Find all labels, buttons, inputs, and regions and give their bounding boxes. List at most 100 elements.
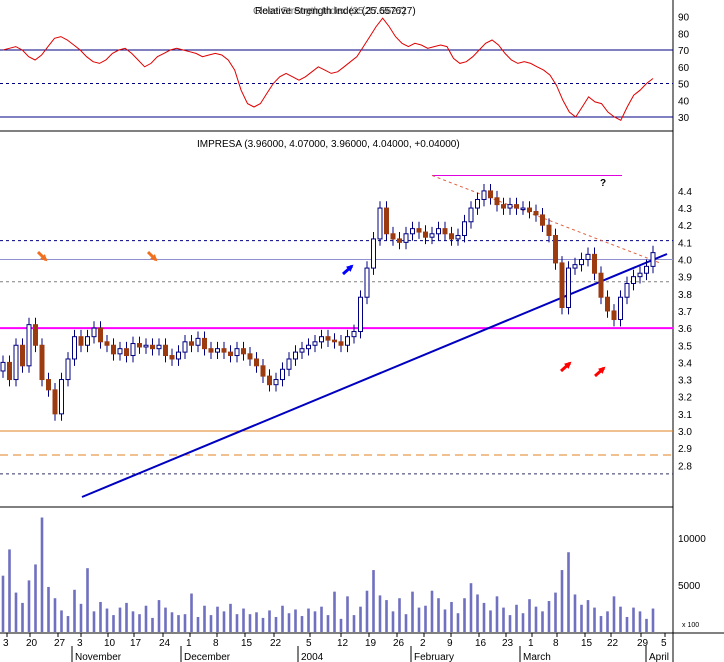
candle-body bbox=[33, 324, 38, 346]
volume-tick-label: 10000 bbox=[678, 534, 706, 545]
rsi-tick-label: 40 bbox=[678, 96, 690, 107]
x-day-label: 15 bbox=[241, 638, 253, 649]
price-tick-label: 3.5 bbox=[678, 341, 692, 352]
volume-bar bbox=[66, 616, 70, 632]
volume-bar bbox=[183, 614, 187, 632]
volume-bar bbox=[99, 601, 102, 632]
candle-body bbox=[481, 190, 487, 200]
candle-body bbox=[117, 348, 123, 355]
volume-bar bbox=[560, 570, 564, 632]
candle-body bbox=[644, 265, 649, 274]
candle-body bbox=[325, 336, 331, 341]
volume-bar bbox=[359, 606, 362, 632]
candle-body bbox=[150, 344, 155, 350]
candle-body bbox=[208, 348, 214, 353]
volume-bar bbox=[450, 601, 453, 632]
volume-bar bbox=[541, 611, 544, 632]
volume-bar bbox=[92, 611, 96, 632]
volume-bar bbox=[580, 604, 583, 632]
volume-bar bbox=[209, 615, 213, 632]
volume-bar bbox=[196, 616, 200, 632]
price-tick-label: 4.1 bbox=[678, 238, 692, 249]
volume-bar bbox=[300, 616, 304, 632]
candle-body bbox=[124, 348, 129, 357]
price-tick-label: 4.3 bbox=[678, 204, 692, 215]
rsi-tick-label: 80 bbox=[678, 29, 690, 40]
x-day-label: 3 bbox=[77, 638, 83, 649]
candle-body bbox=[488, 190, 493, 199]
candle-body bbox=[299, 348, 305, 353]
candle-body bbox=[143, 344, 149, 348]
x-day-label: 15 bbox=[581, 638, 593, 649]
candle-body bbox=[416, 228, 422, 233]
volume-bar bbox=[612, 596, 616, 632]
candle-body bbox=[111, 344, 116, 355]
volume-bar bbox=[216, 606, 219, 632]
volume-bar bbox=[625, 616, 629, 632]
volume-bar bbox=[8, 549, 11, 632]
candle-body bbox=[39, 344, 45, 381]
price-tick-label: 4.4 bbox=[678, 187, 692, 198]
candle-body bbox=[598, 272, 604, 298]
volume-bar bbox=[287, 613, 291, 632]
volume-bar bbox=[60, 610, 63, 632]
price-tick-label: 3.9 bbox=[678, 273, 692, 284]
x-day-label: 5 bbox=[661, 638, 667, 649]
candle-body bbox=[312, 341, 318, 346]
candle-body bbox=[637, 272, 643, 278]
candle-body bbox=[59, 379, 64, 415]
x-month-label: February bbox=[414, 652, 454, 662]
volume-bar bbox=[534, 606, 538, 632]
x-day-label: 17 bbox=[130, 638, 142, 649]
candle-body bbox=[605, 296, 610, 312]
volume-bar bbox=[294, 609, 297, 632]
volume-bar bbox=[346, 596, 349, 632]
candle-body bbox=[566, 267, 571, 309]
price-tick-label: 4.0 bbox=[678, 256, 692, 267]
volume-bar bbox=[151, 617, 154, 632]
candle-body bbox=[234, 348, 240, 357]
volume-bar bbox=[274, 616, 278, 632]
volume-bar bbox=[482, 602, 486, 632]
candle-body bbox=[455, 234, 461, 240]
annotation-arrow-head bbox=[346, 264, 354, 272]
volume-bar bbox=[229, 603, 232, 632]
candle-body bbox=[410, 228, 415, 235]
candle-body bbox=[338, 341, 344, 346]
volume-bar bbox=[326, 615, 330, 632]
volume-unit-label: x 100 bbox=[682, 622, 699, 629]
candle-body bbox=[384, 207, 389, 235]
candle-body bbox=[650, 252, 656, 267]
volume-bar bbox=[638, 611, 642, 632]
volume-bar bbox=[339, 618, 343, 632]
volume-bar bbox=[521, 613, 525, 632]
volume-bar bbox=[105, 608, 109, 632]
candle-body bbox=[527, 207, 532, 212]
x-day-label: 26 bbox=[393, 638, 405, 649]
volume-bar bbox=[235, 614, 239, 632]
candle-body bbox=[390, 233, 396, 240]
x-day-label: 16 bbox=[475, 638, 487, 649]
candle-body bbox=[475, 198, 480, 209]
volume-bar bbox=[430, 590, 434, 632]
x-day-label: 23 bbox=[502, 638, 514, 649]
annotation-arrow-head bbox=[564, 361, 572, 369]
candle-body bbox=[533, 210, 539, 216]
volume-bar bbox=[47, 586, 50, 632]
volume-bar bbox=[391, 611, 395, 632]
annotation-arrow-head bbox=[150, 254, 158, 262]
volume-bar bbox=[118, 607, 122, 632]
volume-bar bbox=[385, 600, 388, 632]
price-tick-label: 2.9 bbox=[678, 444, 692, 455]
price-tick-label: 4.2 bbox=[678, 221, 692, 232]
volume-bar bbox=[554, 592, 557, 632]
volume-bar bbox=[372, 570, 375, 632]
candle-body bbox=[507, 204, 513, 209]
candle-body bbox=[624, 283, 630, 298]
candle-body bbox=[215, 348, 220, 353]
candle-body bbox=[52, 389, 58, 415]
price-tick-label: 2.8 bbox=[678, 461, 692, 472]
candle-body bbox=[13, 344, 19, 381]
volume-bar bbox=[79, 603, 83, 632]
volume-bar bbox=[456, 613, 460, 632]
